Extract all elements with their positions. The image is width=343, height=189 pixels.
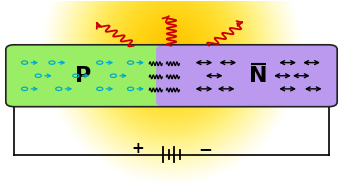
Ellipse shape [58,0,285,168]
Text: +: + [131,141,144,156]
Ellipse shape [61,0,282,164]
Ellipse shape [90,0,253,134]
Ellipse shape [142,19,201,80]
Ellipse shape [145,22,198,77]
Text: −: − [199,140,213,158]
Text: P: P [74,66,91,86]
Ellipse shape [68,0,275,158]
Ellipse shape [123,0,220,100]
Ellipse shape [152,29,191,70]
Ellipse shape [45,0,298,181]
Ellipse shape [100,0,243,124]
Text: N: N [249,66,268,86]
Ellipse shape [139,16,204,83]
Ellipse shape [103,0,240,120]
Ellipse shape [97,0,246,127]
Ellipse shape [84,0,259,141]
Ellipse shape [113,0,230,110]
Ellipse shape [116,0,227,107]
Ellipse shape [136,12,207,87]
FancyBboxPatch shape [156,45,337,107]
FancyBboxPatch shape [6,45,187,107]
Ellipse shape [165,43,178,56]
Ellipse shape [81,0,262,144]
Ellipse shape [48,0,295,178]
Ellipse shape [74,0,269,151]
Ellipse shape [78,0,265,147]
Ellipse shape [87,0,256,137]
Ellipse shape [162,39,181,60]
Ellipse shape [51,0,292,174]
Ellipse shape [132,9,211,90]
Ellipse shape [168,46,175,53]
Ellipse shape [64,0,279,161]
Ellipse shape [110,0,233,114]
Ellipse shape [71,0,272,154]
Ellipse shape [129,5,214,93]
Ellipse shape [158,36,185,63]
Ellipse shape [126,2,217,97]
Ellipse shape [149,26,194,73]
Ellipse shape [155,33,188,66]
Ellipse shape [94,0,249,131]
Ellipse shape [120,0,223,104]
Ellipse shape [55,0,288,171]
Ellipse shape [42,0,301,184]
Ellipse shape [107,0,236,117]
